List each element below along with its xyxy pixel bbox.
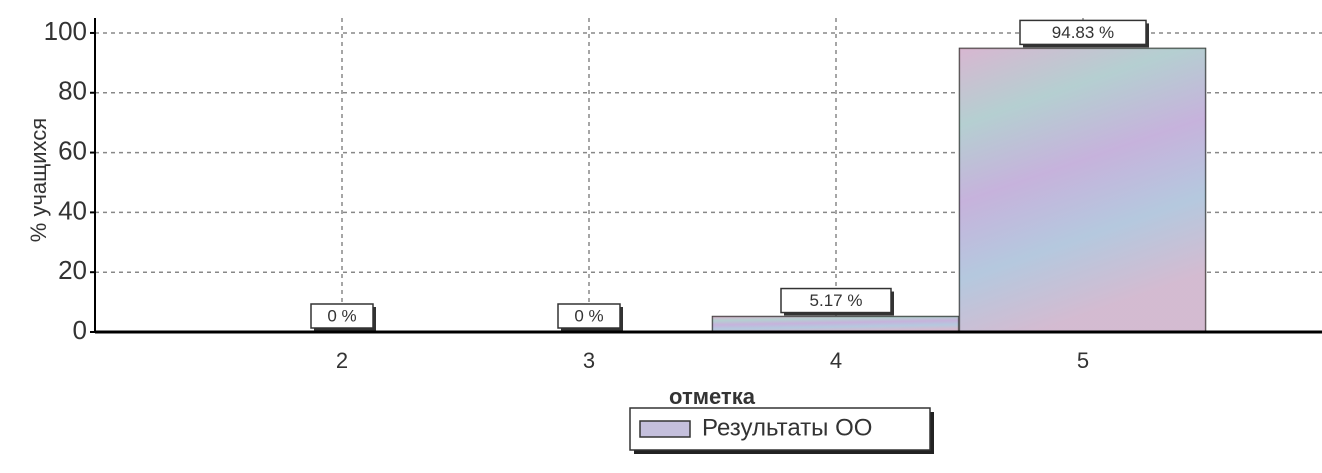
data-label-box [1019,19,1147,46]
data-label-box [310,303,374,329]
data-label: 5.17 % [810,291,863,310]
legend-swatch [639,420,691,438]
data-label: 0 % [574,306,603,325]
data-label: 0 % [327,306,356,325]
x-tick-label: 3 [583,348,595,373]
bar-texture [959,48,1206,332]
data-label: 94.83 % [1052,23,1114,42]
y-tick-label: 60 [58,135,87,165]
x-tick-label: 4 [830,348,842,373]
y-tick-label: 0 [73,315,87,345]
data-label-box [557,303,621,329]
y-axis-label: % учащихся [26,118,51,242]
y-tick-label: 20 [58,255,87,285]
y-tick-label: 80 [58,76,87,106]
data-label-box [780,287,892,314]
legend-label: Результаты ОО [702,414,872,441]
y-tick-label: 40 [58,195,87,225]
x-axis-label: отметка [669,384,756,409]
x-tick-label: 2 [336,348,348,373]
x-tick-label: 5 [1077,348,1089,373]
bar-texture [712,316,959,332]
y-tick-label: 100 [44,16,87,46]
